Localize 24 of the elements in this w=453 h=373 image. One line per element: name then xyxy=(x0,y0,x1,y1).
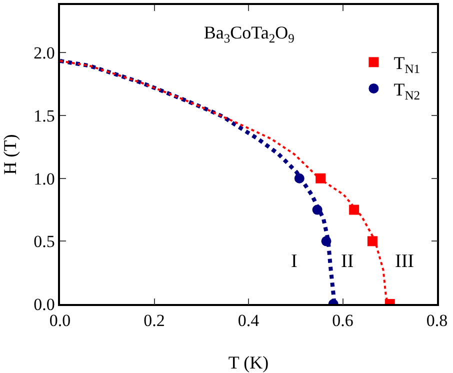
x-tick-label: 0.4 xyxy=(238,311,260,330)
point xyxy=(312,204,322,215)
y-tick-label: 2.0 xyxy=(34,44,55,63)
point xyxy=(349,204,360,215)
x-tick-label: 0.0 xyxy=(49,311,71,330)
point xyxy=(316,173,326,184)
legend-label: T$_{N1}$ xyxy=(394,53,420,76)
x-tick-label: 0.2 xyxy=(144,311,165,330)
annotation: I xyxy=(291,251,298,272)
point xyxy=(294,173,304,184)
y-tick-label: 1.0 xyxy=(34,169,55,188)
point xyxy=(367,236,378,246)
text: Ba$_{3}$CoTa$_{2}$O$_{9}$ xyxy=(204,22,294,46)
y-tick-label: 1.5 xyxy=(34,106,55,126)
x-tick-label: 0.6 xyxy=(332,311,354,330)
x-tick-label: 0.8 xyxy=(426,311,448,330)
annotation: II xyxy=(341,251,354,272)
legend-label: T$_{N2}$ xyxy=(394,79,420,102)
y-tick-label: 0.0 xyxy=(34,294,55,314)
y-axis-title: H (T) xyxy=(0,134,20,175)
annotation: III xyxy=(395,251,414,272)
point xyxy=(321,236,332,246)
y-tick-label: 0.5 xyxy=(34,232,55,252)
x-axis-title: T (K) xyxy=(228,352,269,372)
